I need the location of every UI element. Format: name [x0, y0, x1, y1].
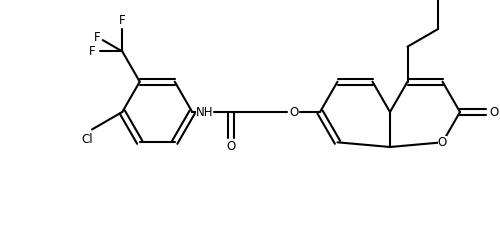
- Text: F: F: [94, 31, 100, 44]
- Text: F: F: [88, 45, 95, 58]
- Text: F: F: [119, 14, 126, 27]
- Text: O: O: [226, 141, 235, 153]
- Text: O: O: [490, 106, 498, 118]
- Text: O: O: [438, 136, 447, 149]
- Text: O: O: [290, 106, 298, 118]
- Text: NH: NH: [196, 106, 214, 118]
- Text: Cl: Cl: [81, 133, 93, 146]
